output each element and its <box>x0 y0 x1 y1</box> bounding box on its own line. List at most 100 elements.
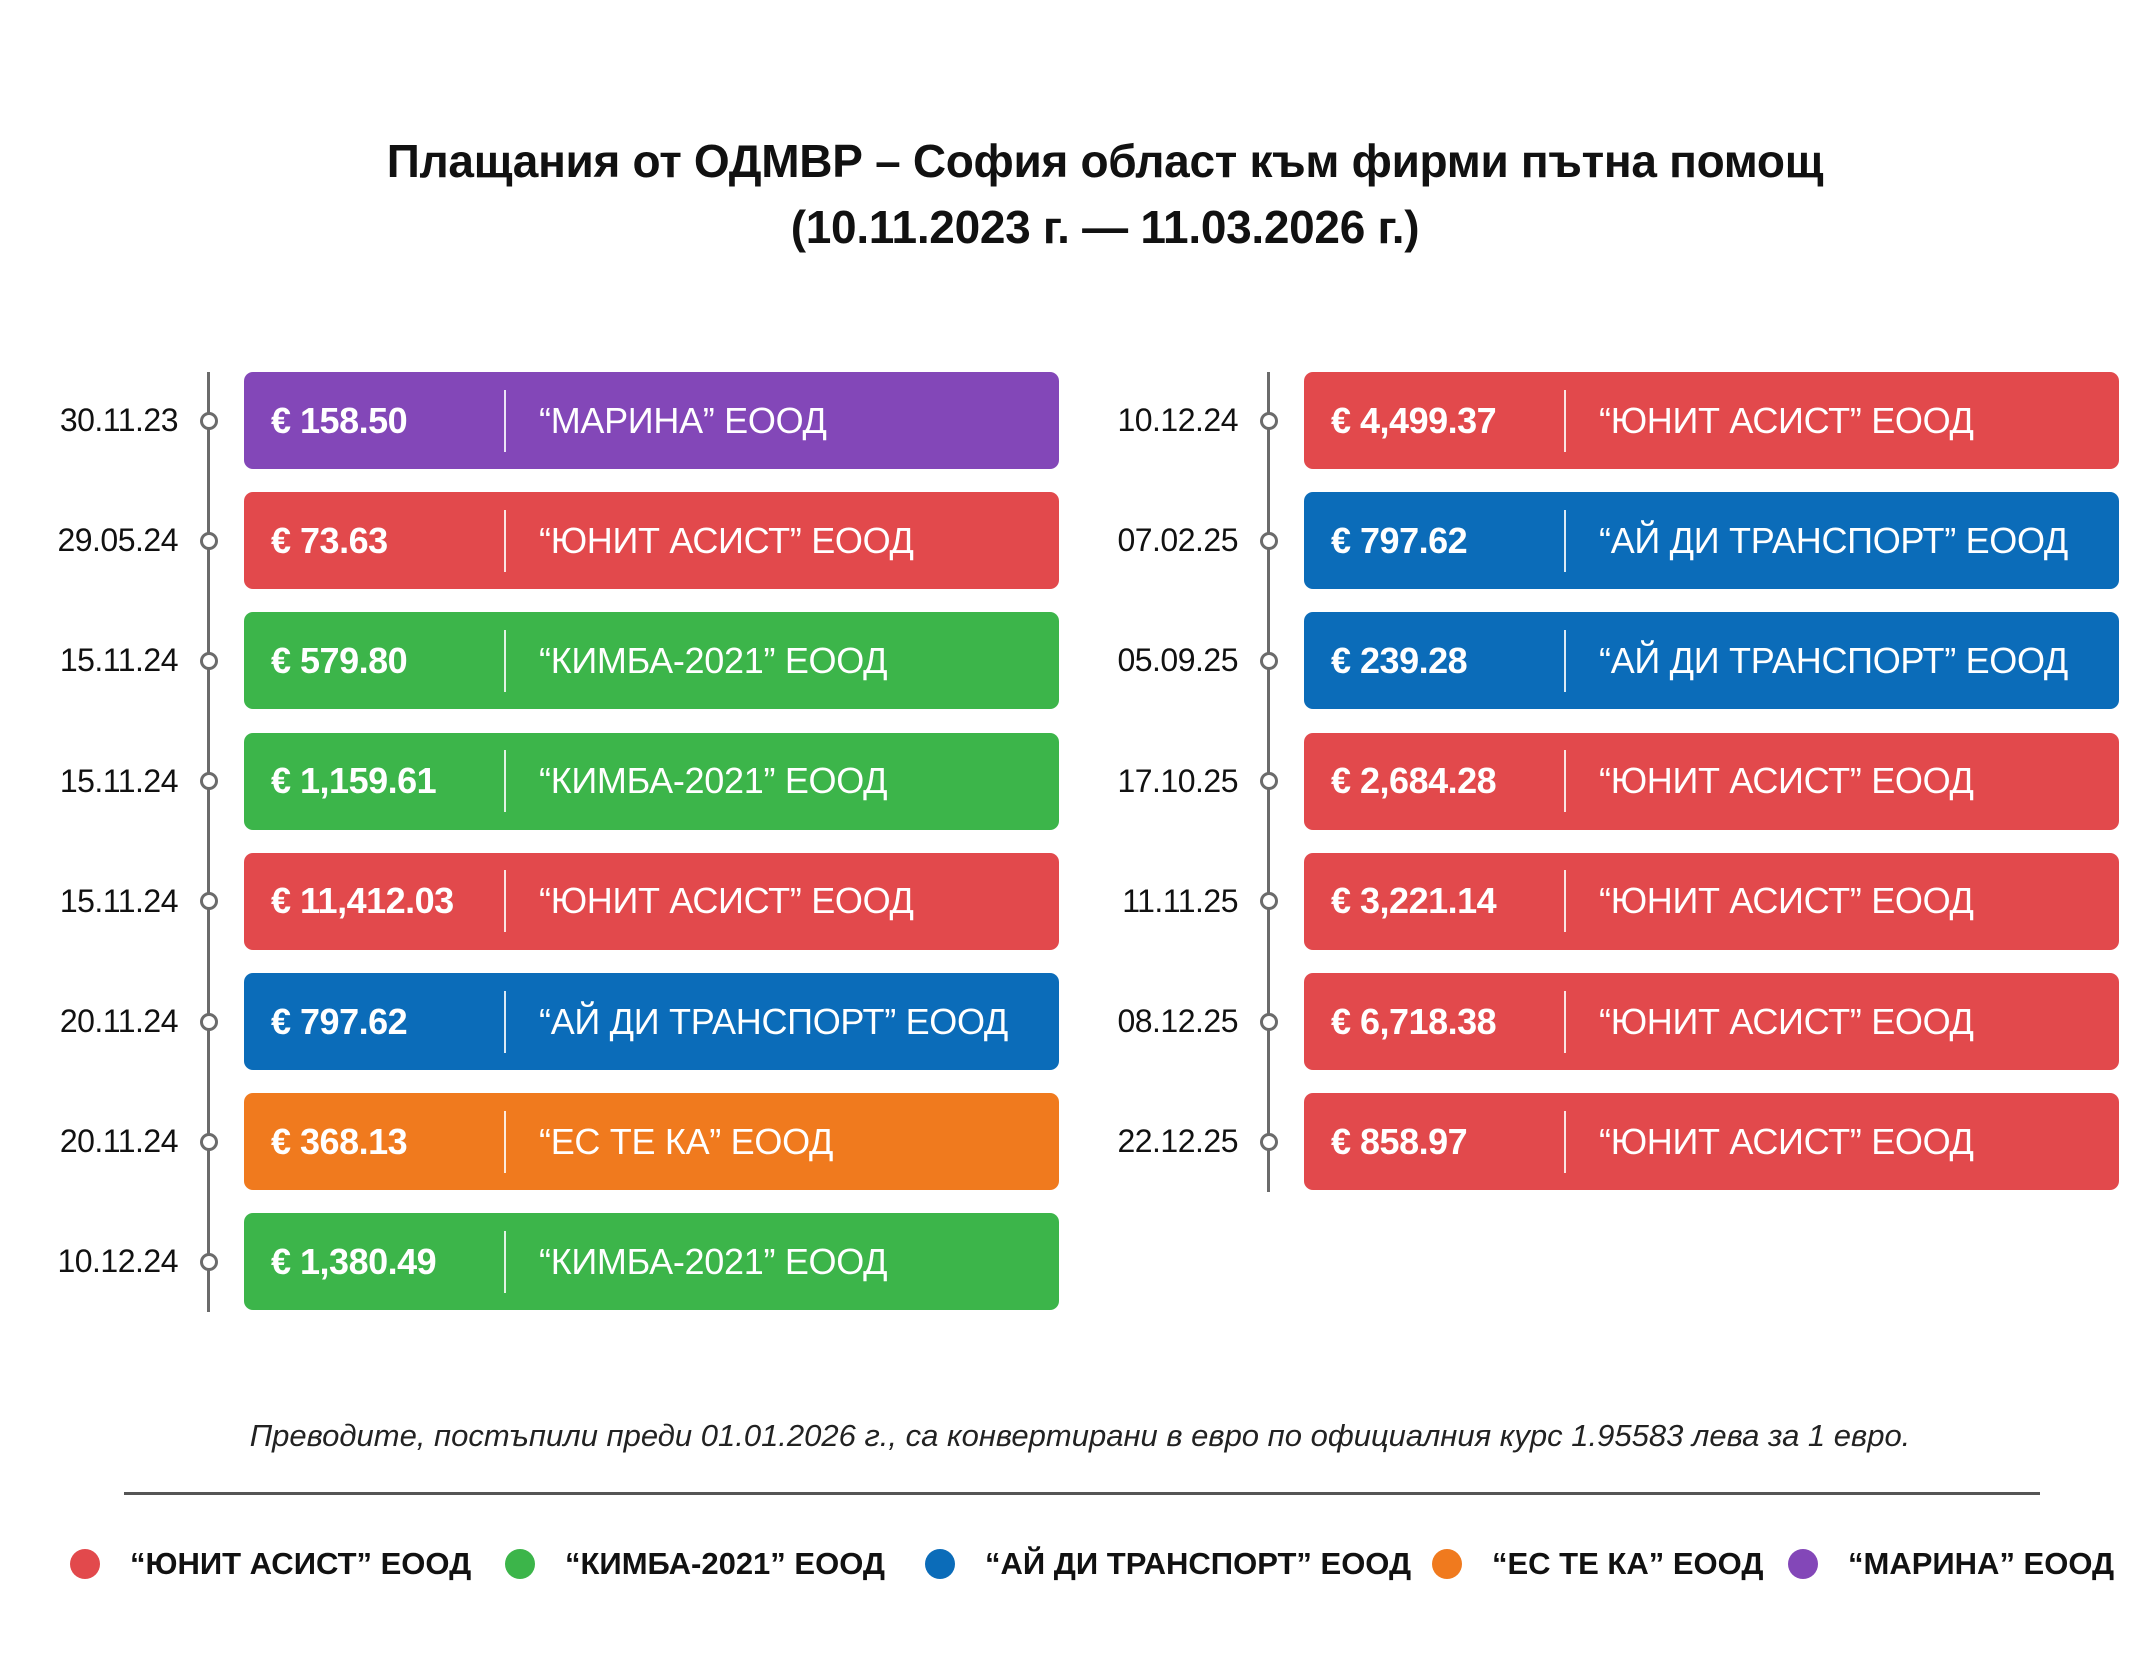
timeline-dot <box>200 1012 218 1031</box>
bar-divider <box>504 990 506 1053</box>
legend-color-dot <box>505 1549 535 1579</box>
payment-row: 22.12.25 € 858.97 “ЮНИТ АСИСТ” ЕООД <box>1060 1093 2120 1191</box>
bar-divider <box>1564 509 1566 572</box>
payment-date: 30.11.23 <box>59 402 179 438</box>
payment-amount: € 11,412.03 <box>271 880 454 922</box>
payment-amount: € 797.62 <box>1331 519 1468 561</box>
payment-bar: € 579.80 “КИМБА-2021” ЕООД <box>244 612 1059 710</box>
chart-title-line1: Плащания от ОДМВР – София област към фир… <box>386 135 1824 187</box>
timeline-dot <box>200 411 218 430</box>
payment-bar: € 1,380.49 “КИМБА-2021” ЕООД <box>244 1213 1059 1311</box>
payment-date: 07.02.25 <box>1117 522 1238 559</box>
timeline-dot <box>1260 1012 1278 1031</box>
payment-amount: € 2,684.28 <box>1331 760 1497 802</box>
bar-divider <box>504 389 506 452</box>
payment-company: “МАРИНА” ЕООД <box>539 399 827 441</box>
payment-date: 10.12.24 <box>57 1243 178 1280</box>
payment-company: “ЮНИТ АСИСТ” ЕООД <box>1599 1120 1974 1162</box>
legend-item: “ЮНИТ АСИСТ” ЕООД <box>70 1544 471 1584</box>
payment-row: 07.02.25 € 797.62 “АЙ ДИ ТРАНСПОРТ” ЕООД <box>1060 492 2120 590</box>
payment-company: “ЮНИТ АСИСТ” ЕООД <box>1599 1000 1974 1042</box>
timeline-dot <box>200 1252 218 1271</box>
payment-bar: € 858.97 “ЮНИТ АСИСТ” ЕООД <box>1304 1093 2119 1191</box>
payment-row: 17.10.25 € 2,684.28 “ЮНИТ АСИСТ” ЕООД <box>1060 732 2120 830</box>
payment-company: “ЮНИТ АСИСТ” ЕООД <box>539 880 914 922</box>
legend-label: “АЙ ДИ ТРАНСПОРТ” ЕООД <box>985 1546 1412 1581</box>
payment-company: “ЮНИТ АСИСТ” ЕООД <box>1599 399 1974 441</box>
timeline-rail <box>207 372 210 1313</box>
payment-company: “ЕС ТЕ КА” ЕООД <box>539 1120 834 1162</box>
legend-label: “МАРИНА” ЕООД <box>1848 1546 2115 1581</box>
payment-company: “КИМБА-2021” ЕООД <box>539 760 888 802</box>
legend-color-dot <box>925 1549 955 1579</box>
payment-amount: € 3,221.14 <box>1331 880 1497 922</box>
timeline-dot <box>1260 651 1278 670</box>
payment-amount: € 1,380.49 <box>271 1240 437 1282</box>
payment-amount: € 158.50 <box>271 399 408 441</box>
timeline-dot <box>200 892 218 911</box>
payment-row: 30.11.23 € 158.50 “МАРИНА” ЕООД <box>0 372 1060 469</box>
payment-row: 29.05.24 € 73.63 “ЮНИТ АСИСТ” ЕООД <box>0 492 1060 590</box>
bar-divider <box>1564 990 1566 1053</box>
legend-item: “КИМБА-2021” ЕООД <box>505 1544 885 1584</box>
payment-company: “ЮНИТ АСИСТ” ЕООД <box>1599 880 1974 922</box>
payment-company: “КИМБА-2021” ЕООД <box>539 639 888 681</box>
timeline-dot <box>1260 531 1278 550</box>
payment-date: 08.12.25 <box>1117 1003 1238 1039</box>
payment-date: 11.11.25 <box>1122 882 1238 919</box>
legend-item: “ЕС ТЕ КА” ЕООД <box>1432 1544 1763 1584</box>
payment-bar: € 6,718.38 “ЮНИТ АСИСТ” ЕООД <box>1304 973 2119 1070</box>
timeline-dot <box>1260 892 1278 911</box>
payment-date: 20.11.24 <box>59 1003 179 1039</box>
payment-bar: € 158.50 “МАРИНА” ЕООД <box>244 372 1059 469</box>
payment-amount: € 73.63 <box>271 519 388 561</box>
footnote: Преводите, постъпили преди 01.01.2026 г.… <box>249 1418 1911 1453</box>
payment-amount: € 858.97 <box>1331 1120 1468 1162</box>
bar-divider <box>1564 750 1566 813</box>
payment-date: 22.12.25 <box>1117 1123 1238 1160</box>
bar-divider <box>1564 629 1566 692</box>
payment-bar: € 73.63 “ЮНИТ АСИСТ” ЕООД <box>244 492 1059 590</box>
bar-divider <box>504 750 506 813</box>
payment-company: “АЙ ДИ ТРАНСПОРТ” ЕООД <box>539 1000 1008 1042</box>
payment-date: 10.12.24 <box>1117 402 1238 438</box>
payment-bar: € 4,499.37 “ЮНИТ АСИСТ” ЕООД <box>1304 372 2119 469</box>
payment-row: 10.12.24 € 1,380.49 “КИМБА-2021” ЕООД <box>0 1213 1060 1311</box>
bar-divider <box>1564 389 1566 452</box>
payment-amount: € 4,499.37 <box>1331 399 1497 441</box>
payment-row: 15.11.24 € 579.80 “КИМБА-2021” ЕООД <box>0 612 1060 710</box>
bar-divider <box>504 1230 506 1293</box>
legend-color-dot <box>1432 1549 1462 1579</box>
legend-item: “АЙ ДИ ТРАНСПОРТ” ЕООД <box>925 1544 1411 1584</box>
payment-row: 20.11.24 € 368.13 “ЕС ТЕ КА” ЕООД <box>0 1093 1060 1191</box>
payment-bar: € 2,684.28 “ЮНИТ АСИСТ” ЕООД <box>1304 732 2119 830</box>
payment-bar: € 11,412.03 “ЮНИТ АСИСТ” ЕООД <box>244 852 1059 950</box>
timeline-dot <box>1260 1132 1278 1151</box>
payment-row: 08.12.25 € 6,718.38 “ЮНИТ АСИСТ” ЕООД <box>1060 973 2120 1070</box>
bar-divider <box>504 1110 506 1173</box>
payment-bar: € 368.13 “ЕС ТЕ КА” ЕООД <box>244 1093 1059 1191</box>
timeline-dot <box>200 772 218 791</box>
divider-line <box>124 1492 2040 1495</box>
payment-amount: € 6,718.38 <box>1331 1000 1497 1042</box>
bar-divider <box>504 870 506 933</box>
payment-row: 10.12.24 € 4,499.37 “ЮНИТ АСИСТ” ЕООД <box>1060 372 2120 469</box>
legend-label: “ЮНИТ АСИСТ” ЕООД <box>130 1546 472 1581</box>
timeline-dot <box>200 1132 218 1151</box>
payment-company: “КИМБА-2021” ЕООД <box>539 1240 888 1282</box>
payment-date: 29.05.24 <box>57 522 178 559</box>
legend-item: “МАРИНА” ЕООД <box>1788 1544 2114 1584</box>
payment-bar: € 1,159.61 “КИМБА-2021” ЕООД <box>244 732 1059 830</box>
payment-date: 15.11.24 <box>59 642 179 679</box>
chart-title: Плащания от ОДМВР – София област към фир… <box>0 128 2150 260</box>
payment-amount: € 797.62 <box>271 1000 408 1042</box>
payment-row: 11.11.25 € 3,221.14 “ЮНИТ АСИСТ” ЕООД <box>1060 852 2120 950</box>
payment-row: 05.09.25 € 239.28 “АЙ ДИ ТРАНСПОРТ” ЕООД <box>1060 612 2120 710</box>
payment-bar: € 797.62 “АЙ ДИ ТРАНСПОРТ” ЕООД <box>1304 492 2119 590</box>
timeline-dot <box>200 531 218 550</box>
legend-color-dot <box>1788 1549 1818 1579</box>
payment-company: “ЮНИТ АСИСТ” ЕООД <box>539 519 914 561</box>
timeline-dot <box>200 651 218 670</box>
legend-color-dot <box>70 1549 100 1579</box>
payment-date: 15.11.24 <box>59 882 179 919</box>
